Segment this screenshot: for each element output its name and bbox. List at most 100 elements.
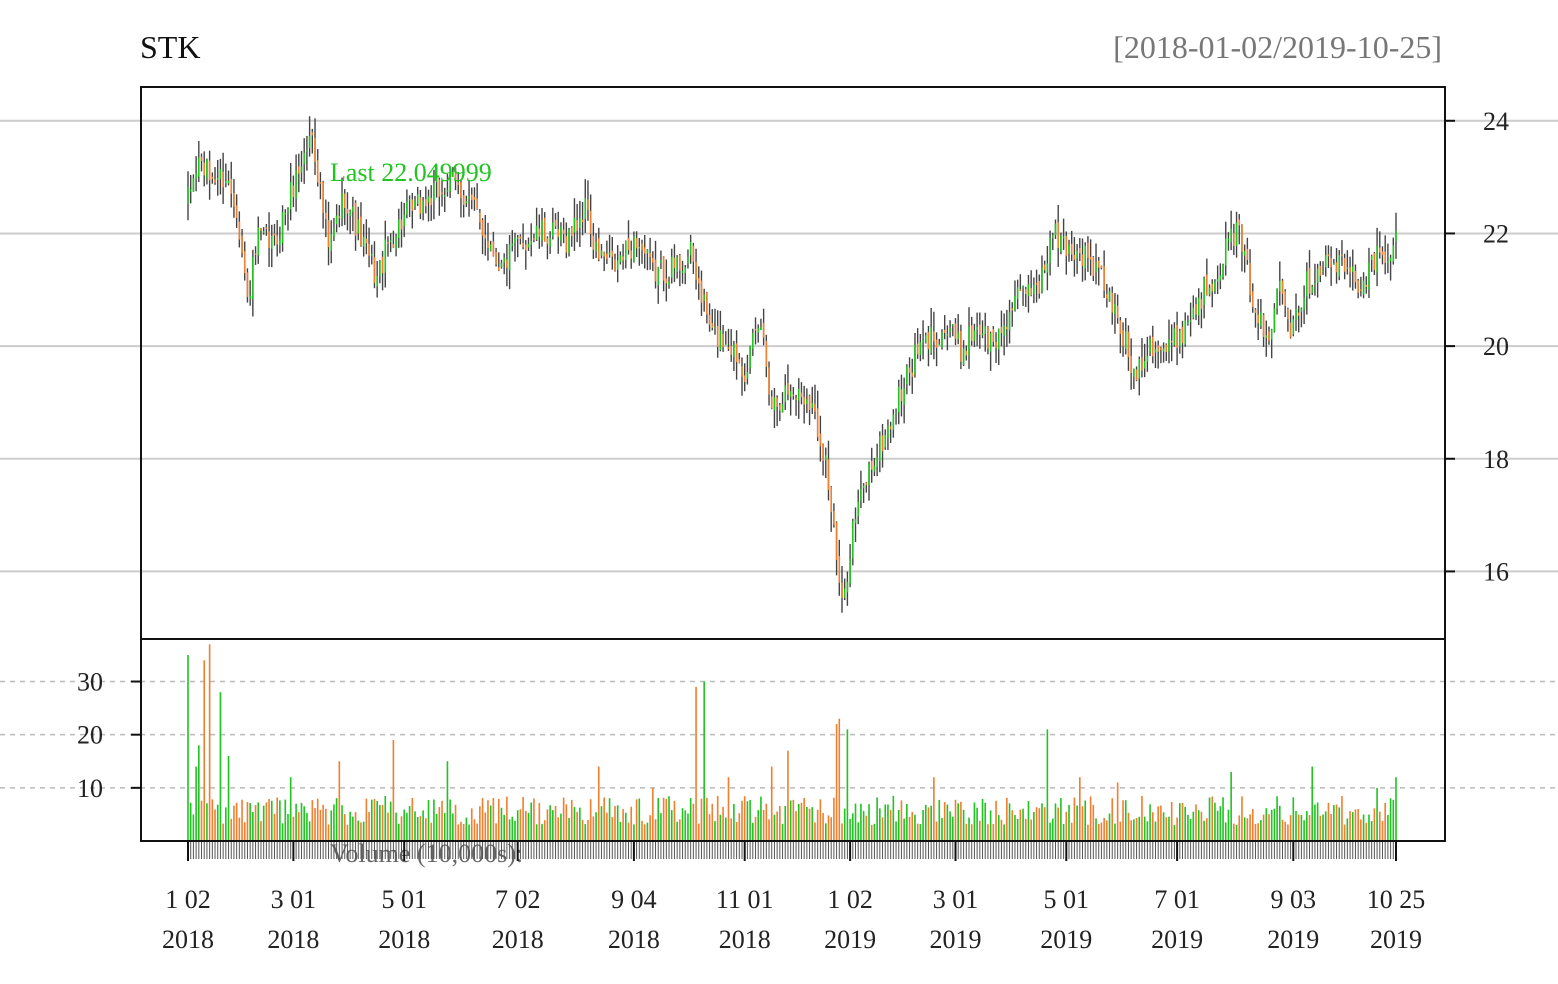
candle-body xyxy=(795,398,797,400)
volume-bar xyxy=(887,804,889,841)
volume-bar xyxy=(246,802,249,841)
volume-bar xyxy=(352,816,354,841)
volume-bar xyxy=(1195,804,1197,841)
candle-body xyxy=(376,275,378,287)
candle-body xyxy=(687,256,689,264)
candle-body xyxy=(781,404,784,413)
volume-bar xyxy=(454,804,457,841)
candle-body xyxy=(284,212,287,215)
volume-bar xyxy=(1033,811,1035,841)
date-range-label: [2018-01-02/2019-10-25] xyxy=(1113,29,1442,65)
candle-body xyxy=(1178,330,1181,347)
candle-body xyxy=(1349,267,1351,273)
volume-bar xyxy=(254,805,257,841)
candle-body xyxy=(1238,219,1241,226)
volume-bar xyxy=(1322,814,1324,841)
candle-body xyxy=(692,245,695,262)
candle-body xyxy=(219,168,222,180)
volume-bar xyxy=(1108,813,1111,841)
volume-bar xyxy=(192,814,195,841)
volume-bar xyxy=(870,824,873,841)
candle-body xyxy=(1389,257,1392,262)
volume-bar xyxy=(479,806,481,841)
volume-bar xyxy=(638,798,641,841)
volume-bar xyxy=(770,766,773,841)
x-tick-label-month: 11 01 xyxy=(716,885,774,914)
volume-bar xyxy=(481,798,484,841)
x-tick-label-year: 2019 xyxy=(929,925,981,954)
x-tick-label-month: 3 01 xyxy=(271,885,317,914)
volume-bar xyxy=(806,806,808,841)
candle-body xyxy=(392,244,395,248)
candle-body xyxy=(897,386,900,413)
candle-body xyxy=(262,231,265,233)
volume-bar xyxy=(973,802,976,841)
candle-body xyxy=(1249,262,1251,296)
volume-bar xyxy=(900,800,903,841)
volume-bar xyxy=(695,686,697,841)
volume-bar xyxy=(1022,808,1024,841)
candle-body xyxy=(1173,328,1176,346)
volume-bar xyxy=(1295,810,1297,841)
volume-bar xyxy=(716,795,719,841)
volume-bar xyxy=(576,811,578,841)
candle-body xyxy=(230,178,233,194)
volume-bar xyxy=(606,812,608,841)
candle-body xyxy=(892,414,895,430)
volume-bar xyxy=(1297,814,1300,841)
candle-body xyxy=(724,343,727,346)
x-tick-label-year: 2019 xyxy=(1040,925,1092,954)
volume-bar xyxy=(333,804,335,841)
candle-body xyxy=(316,160,319,183)
volume-bar xyxy=(1035,807,1038,841)
volume-bar xyxy=(752,822,754,841)
volume-bar xyxy=(579,807,581,841)
volume-bar xyxy=(987,824,989,841)
volume-bar xyxy=(511,816,514,841)
candle-body xyxy=(927,331,930,350)
candle-body xyxy=(592,235,595,250)
volume-bar xyxy=(1027,801,1030,841)
candle-body xyxy=(1246,248,1249,261)
volume-tick-label: 30 xyxy=(77,668,103,697)
volume-bar xyxy=(584,824,587,841)
candle-body xyxy=(746,372,749,379)
volume-bar xyxy=(519,809,522,841)
x-tick-label-year: 2018 xyxy=(492,925,544,954)
volume-bar xyxy=(597,766,600,841)
candle-body xyxy=(665,278,668,284)
candle-body xyxy=(1192,307,1195,319)
volume-bar xyxy=(430,822,433,841)
volume-bar xyxy=(800,802,803,841)
volume-bar xyxy=(189,802,192,841)
candle-body xyxy=(711,323,714,328)
candle-body xyxy=(1333,263,1335,265)
candle-body xyxy=(1008,312,1011,331)
volume-bar xyxy=(954,799,957,841)
volume-bar xyxy=(227,755,230,841)
candle-body xyxy=(1076,250,1078,259)
candle-body xyxy=(895,412,897,414)
candle-body xyxy=(706,292,708,315)
price-tick-label: 20 xyxy=(1483,332,1509,361)
candle-body xyxy=(806,399,808,404)
candle-body xyxy=(916,343,919,355)
volume-bar xyxy=(1054,803,1057,841)
volume-bar xyxy=(252,812,254,841)
candle-body xyxy=(581,219,584,223)
candle-body xyxy=(643,247,646,254)
candle-body xyxy=(824,455,827,461)
volume-bar xyxy=(1079,777,1081,841)
candle-body xyxy=(516,237,519,239)
volume-bar xyxy=(776,811,778,841)
candle-body xyxy=(873,465,876,472)
candle-body xyxy=(808,395,811,411)
volume-bar xyxy=(338,761,341,841)
volume-bar xyxy=(414,811,416,841)
candle-body xyxy=(446,190,449,192)
candle-body xyxy=(600,250,603,256)
volume-bar xyxy=(1041,803,1043,841)
candle-body xyxy=(1124,331,1127,349)
candle-body xyxy=(997,328,1000,350)
candle-body xyxy=(835,522,838,560)
